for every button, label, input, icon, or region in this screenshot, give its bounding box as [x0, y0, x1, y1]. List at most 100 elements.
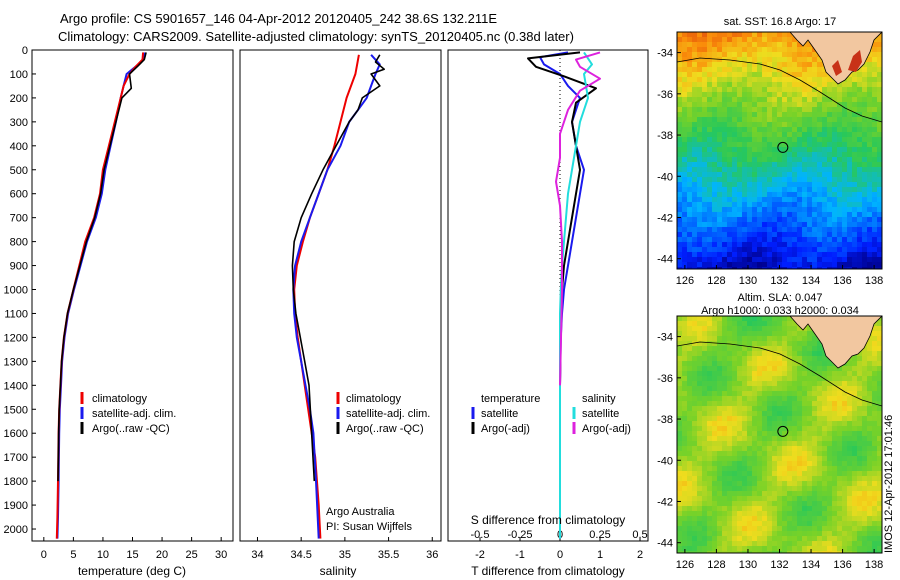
- sla-cell: [817, 411, 823, 417]
- sst-cell: [692, 252, 698, 258]
- depth-tick-label: 1900: [4, 500, 28, 512]
- sla-cell: [772, 361, 778, 367]
- sla-lat-tick-label: -36: [657, 373, 673, 385]
- difference-legend: temperature satellite Argo(-adj) salinit…: [471, 393, 631, 435]
- sla-cell: [857, 451, 863, 457]
- sla-cell: [827, 546, 833, 552]
- sla-cell: [797, 341, 803, 347]
- sla-cell: [697, 421, 703, 427]
- sst-cell: [827, 142, 833, 148]
- sst-cell: [802, 262, 808, 268]
- sst-cell: [832, 212, 838, 218]
- sst-cell: [742, 217, 748, 223]
- sla-cell: [832, 436, 838, 442]
- sst-cell: [727, 132, 733, 138]
- sst-cell: [707, 82, 713, 88]
- sst-cell: [697, 212, 703, 218]
- sst-cell: [802, 222, 808, 228]
- sst-cell: [852, 77, 858, 83]
- sla-cell: [702, 506, 708, 512]
- sst-cell: [747, 42, 753, 48]
- sla-cell: [687, 521, 693, 527]
- sla-cell: [837, 481, 843, 487]
- sla-cell: [817, 366, 823, 372]
- sla-cell: [677, 391, 683, 397]
- sla-cell: [767, 551, 773, 553]
- sst-cell: [702, 92, 708, 98]
- sst-cell: [707, 197, 713, 203]
- sst-cell: [702, 67, 708, 73]
- sst-cell: [762, 212, 768, 218]
- sst-cell: [797, 182, 803, 188]
- sla-cell: [817, 451, 823, 457]
- sla-cell: [752, 321, 758, 327]
- sla-lon-tick-label: 134: [802, 559, 820, 571]
- sla-cell: [877, 526, 882, 532]
- sst-cell: [732, 157, 738, 163]
- sla-cell: [742, 501, 748, 507]
- sst-cell: [737, 122, 743, 128]
- sst-cell: [682, 207, 688, 213]
- sla-heatmap: [677, 316, 882, 553]
- sst-cell: [862, 127, 868, 133]
- sst-cell: [872, 72, 878, 78]
- sla-cell: [837, 456, 843, 462]
- sla-cell: [872, 496, 878, 502]
- sst-cell: [772, 92, 778, 98]
- sst-cell: [697, 192, 703, 198]
- sst-cell: [717, 97, 723, 103]
- sla-cell: [807, 431, 813, 437]
- sst-cell: [792, 242, 798, 248]
- sst-cell: [842, 97, 848, 103]
- sst-cell: [697, 137, 703, 143]
- sst-cell: [877, 107, 882, 113]
- sla-cell: [792, 401, 798, 407]
- sla-cell: [867, 341, 873, 347]
- sla-cell: [792, 501, 798, 507]
- sst-cell: [882, 37, 888, 43]
- sla-cell: [732, 396, 738, 402]
- sla-cell: [827, 481, 833, 487]
- sla-cell: [857, 496, 863, 502]
- depth-tick-label: 1300: [4, 356, 28, 368]
- sla-cell: [677, 421, 683, 427]
- sla-cell: [842, 371, 848, 377]
- sla-cell: [682, 426, 688, 432]
- sla-cell: [827, 511, 833, 517]
- sst-cell: [687, 197, 693, 203]
- sst-cell: [772, 162, 778, 168]
- sst-cell: [692, 187, 698, 193]
- sst-cell: [707, 77, 713, 83]
- sla-cell: [677, 491, 683, 497]
- sla-cell: [797, 446, 803, 452]
- sla-cell: [747, 366, 753, 372]
- sla-cell: [742, 511, 748, 517]
- sla-cell: [837, 396, 843, 402]
- sst-cell: [867, 97, 873, 103]
- sla-cell: [792, 456, 798, 462]
- sla-cell: [872, 491, 878, 497]
- sla-cell: [712, 316, 718, 322]
- sst-cell: [677, 122, 683, 128]
- sla-cell: [787, 481, 793, 487]
- sla-cell: [742, 536, 748, 542]
- sla-cell: [692, 456, 698, 462]
- sla-cell: [782, 466, 788, 472]
- sst-cell: [812, 107, 818, 113]
- sst-cell: [742, 87, 748, 93]
- sst-cell: [737, 147, 743, 153]
- sst-cell: [702, 72, 708, 78]
- sla-cell: [827, 541, 833, 547]
- sla-cell: [832, 451, 838, 457]
- sst-cell: [697, 122, 703, 128]
- sla-cell: [787, 436, 793, 442]
- sla-cell: [857, 391, 863, 397]
- sla-cell: [807, 436, 813, 442]
- sla-cell: [762, 321, 768, 327]
- sst-cell: [742, 252, 748, 258]
- sla-cell: [792, 376, 798, 382]
- sla-cell: [817, 361, 823, 367]
- sla-cell: [702, 381, 708, 387]
- sla-cell: [787, 346, 793, 352]
- sla-cell: [842, 496, 848, 502]
